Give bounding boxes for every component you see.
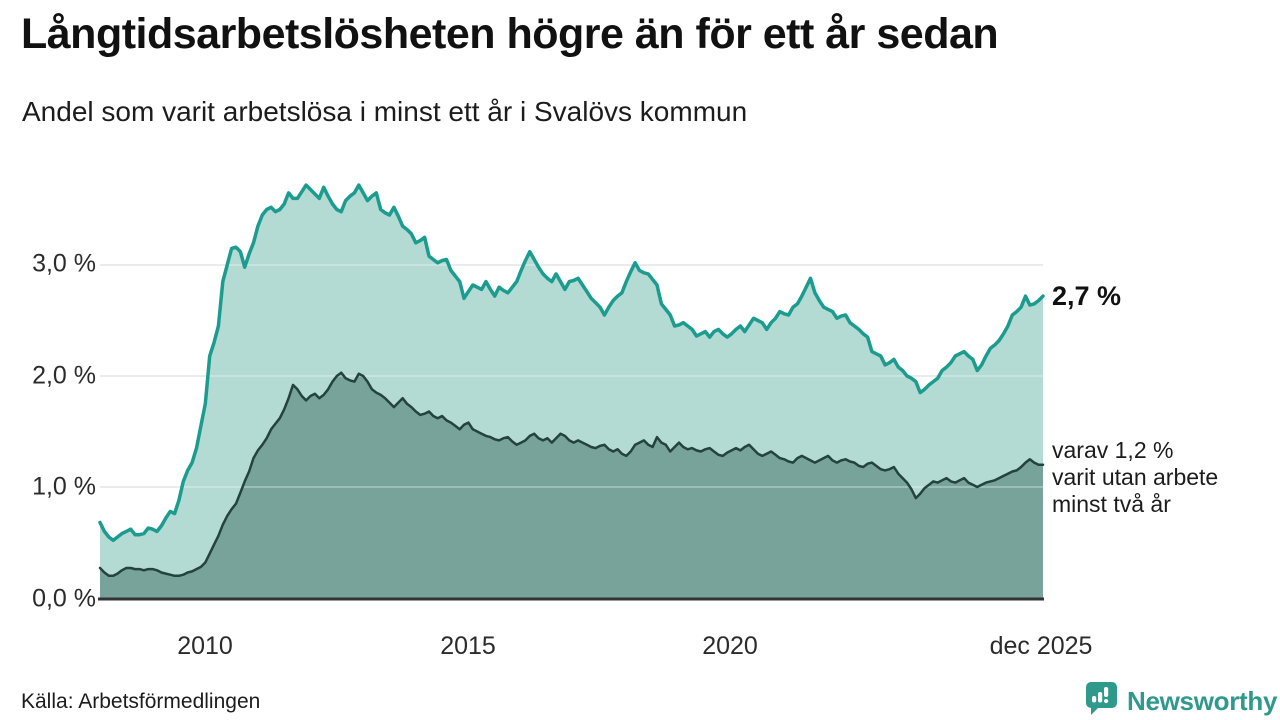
last-value-annotation: 2,7 % <box>1052 281 1122 311</box>
newsworthy-brand: Newsworthy <box>1085 681 1278 720</box>
secondary-annotation-line: varit utan arbete <box>1052 464 1219 490</box>
series-line-two-years <box>98 371 1045 578</box>
secondary-annotation: varav 1,2 % varit utan arbete minst två … <box>1052 437 1218 518</box>
y-axis-label-1: 1,0 % <box>32 472 96 501</box>
gridlines-overlay <box>100 264 1043 488</box>
y-axis-label-0: 0,0 % <box>32 584 96 613</box>
series-line-one-year <box>98 183 1045 543</box>
x-axis-label-2020: 2020 <box>702 632 758 660</box>
x-axis-label-2015: 2015 <box>440 632 496 660</box>
newsworthy-logo-icon <box>1085 681 1118 720</box>
page-title: Långtidsarbetslösheten högre än för ett … <box>21 10 999 58</box>
secondary-annotation-line: varav 1,2 % <box>1052 437 1174 463</box>
page-subtitle: Andel som varit arbetslösa i minst ett å… <box>22 96 748 127</box>
y-axis-label-3: 3,0 % <box>32 249 96 278</box>
secondary-annotation-line: minst två år <box>1052 491 1171 517</box>
y-axis-label-2: 2,0 % <box>32 361 96 390</box>
x-axis-label-2010: 2010 <box>177 632 233 660</box>
newsworthy-wordmark: Newsworthy <box>1127 685 1278 716</box>
x-axis-label-dec-2025: dec 2025 <box>989 632 1093 660</box>
source-credit: Källa: Arbetsförmedlingen <box>21 690 261 713</box>
area-fill-two-years <box>100 372 1043 598</box>
